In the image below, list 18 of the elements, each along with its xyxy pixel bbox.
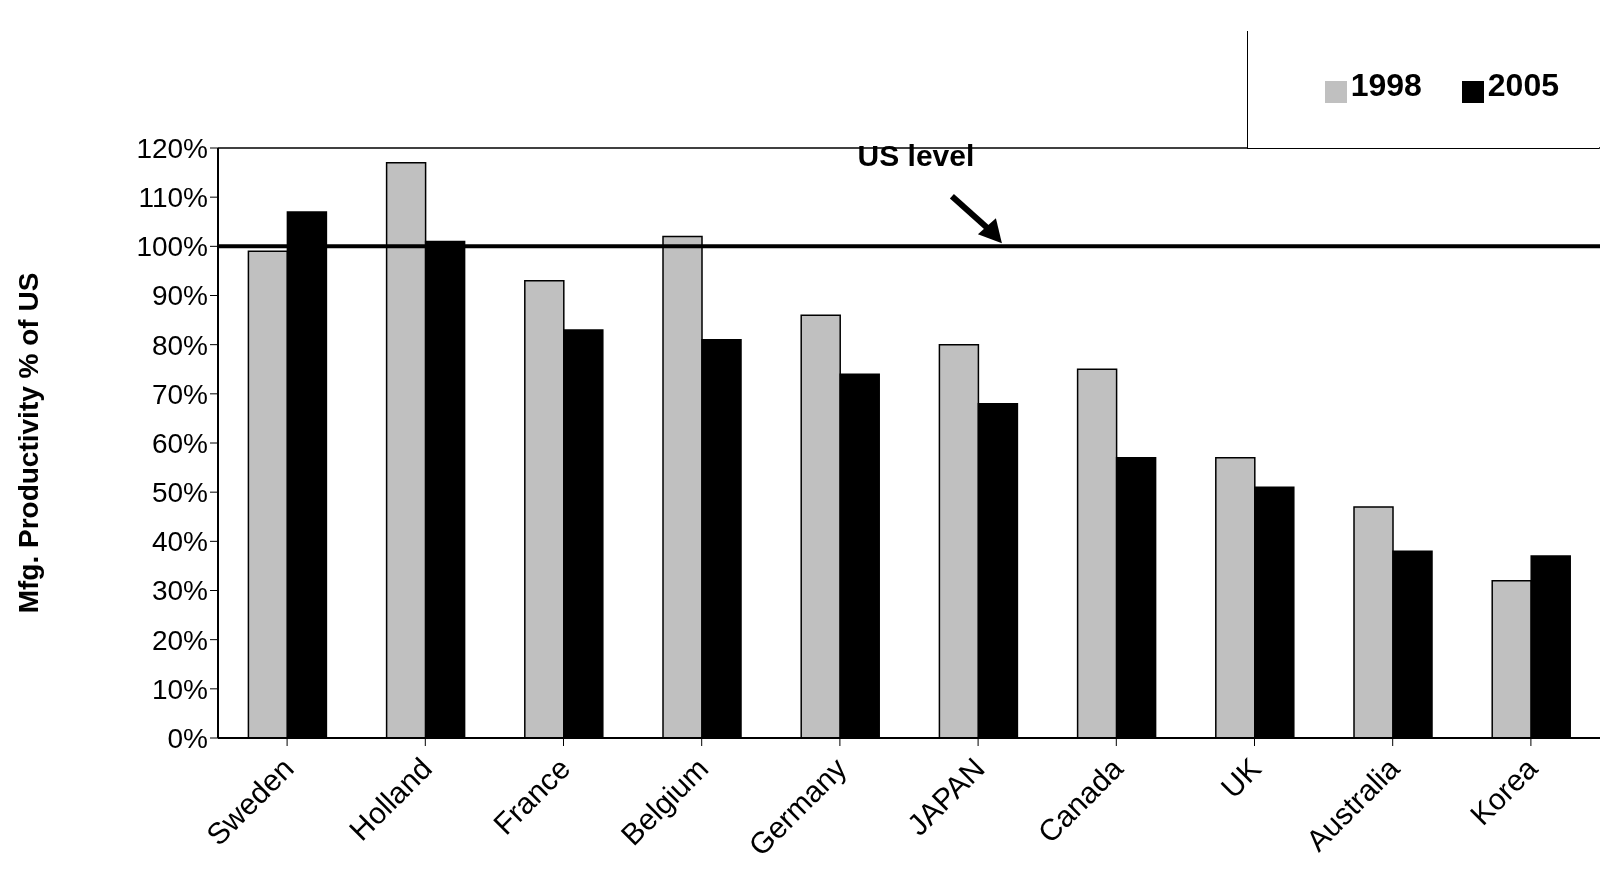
- y-axis-title: Mfg. Productivity % of US: [12, 272, 44, 614]
- y-tick-label: 20%: [151, 624, 208, 656]
- y-tick-label: 80%: [151, 329, 208, 361]
- y-tick-label: 60%: [151, 427, 208, 459]
- y-tick-label: 110%: [138, 182, 208, 214]
- y-tick-label: 0%: [167, 722, 208, 754]
- y-tick-label: 100%: [136, 231, 208, 263]
- ref-line-label: US level: [857, 139, 975, 173]
- legend-label: 2005: [1487, 67, 1559, 103]
- y-tick-label: 30%: [151, 575, 208, 607]
- y-tick-label: 10%: [151, 673, 208, 705]
- y-tick-label: 50%: [151, 477, 208, 509]
- y-tick-label: 90%: [151, 280, 208, 312]
- legend-label: 1998: [1350, 67, 1422, 103]
- y-tick-label: 40%: [151, 526, 208, 558]
- y-tick-label: 120%: [136, 132, 208, 164]
- y-tick-label: 70%: [151, 378, 208, 410]
- x-tick-label: UK: [1214, 751, 1268, 805]
